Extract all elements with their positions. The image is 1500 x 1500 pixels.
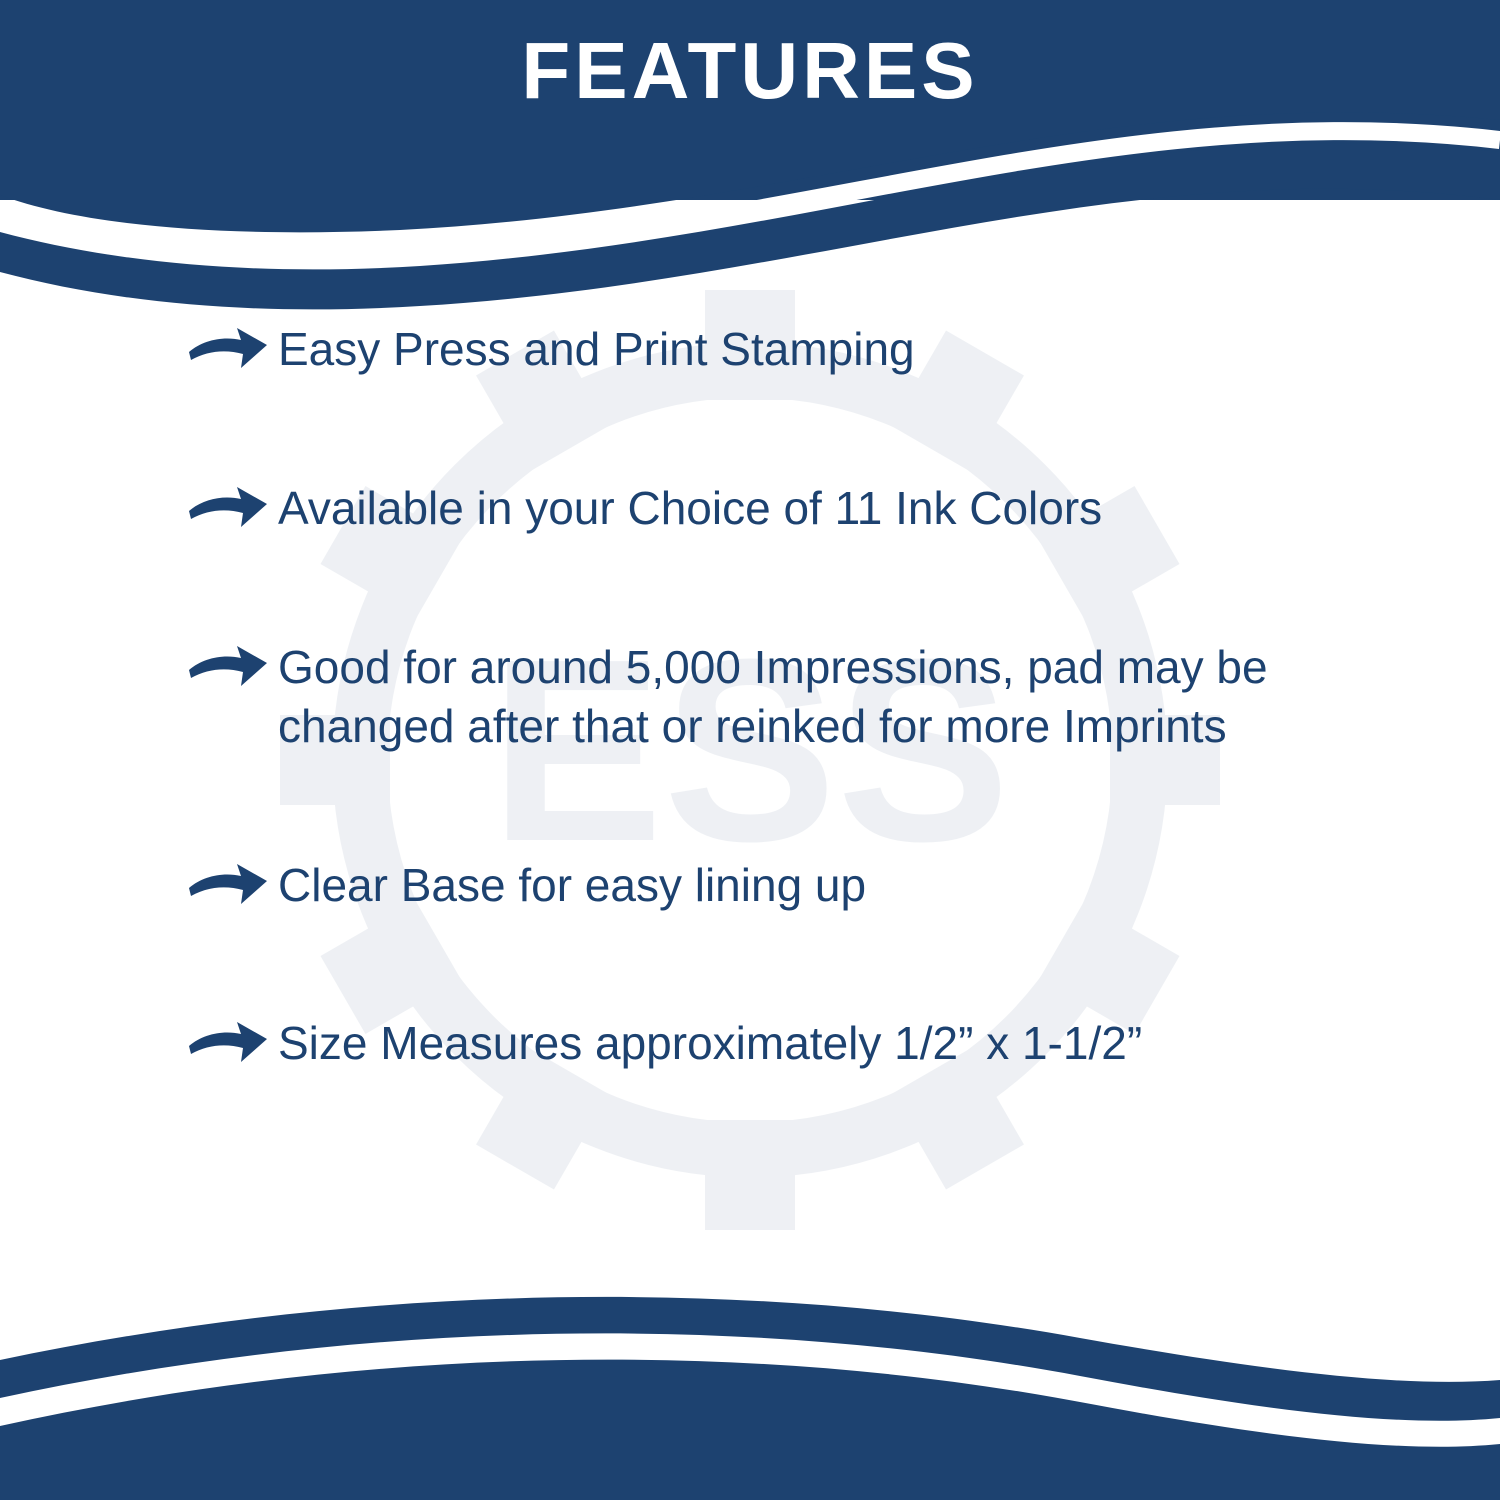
arrow-icon [185, 322, 270, 372]
feature-text: Clear Base for easy lining up [270, 856, 1365, 915]
arrow-icon [185, 1016, 270, 1066]
arrow-icon [185, 640, 270, 690]
feature-text: Good for around 5,000 Impressions, pad m… [270, 638, 1365, 756]
feature-item: Easy Press and Print Stamping [185, 320, 1365, 379]
feature-item: Size Measures approximately 1/2” x 1-1/2… [185, 1014, 1365, 1073]
feature-item: Clear Base for easy lining up [185, 856, 1365, 915]
arrow-icon [185, 481, 270, 531]
bottom-wave-icon [0, 1240, 1500, 1500]
feature-item: Good for around 5,000 Impressions, pad m… [185, 638, 1365, 756]
features-list: Easy Press and Print Stamping Available … [185, 320, 1365, 1173]
feature-item: Available in your Choice of 11 Ink Color… [185, 479, 1365, 538]
infographic-canvas: ESS FEATURES Easy Press and Print Stampi… [0, 0, 1500, 1500]
arrow-icon [185, 858, 270, 908]
page-title: FEATURES [0, 25, 1500, 117]
feature-text: Easy Press and Print Stamping [270, 320, 1365, 379]
feature-text: Available in your Choice of 11 Ink Color… [270, 479, 1365, 538]
feature-text: Size Measures approximately 1/2” x 1-1/2… [270, 1014, 1365, 1073]
